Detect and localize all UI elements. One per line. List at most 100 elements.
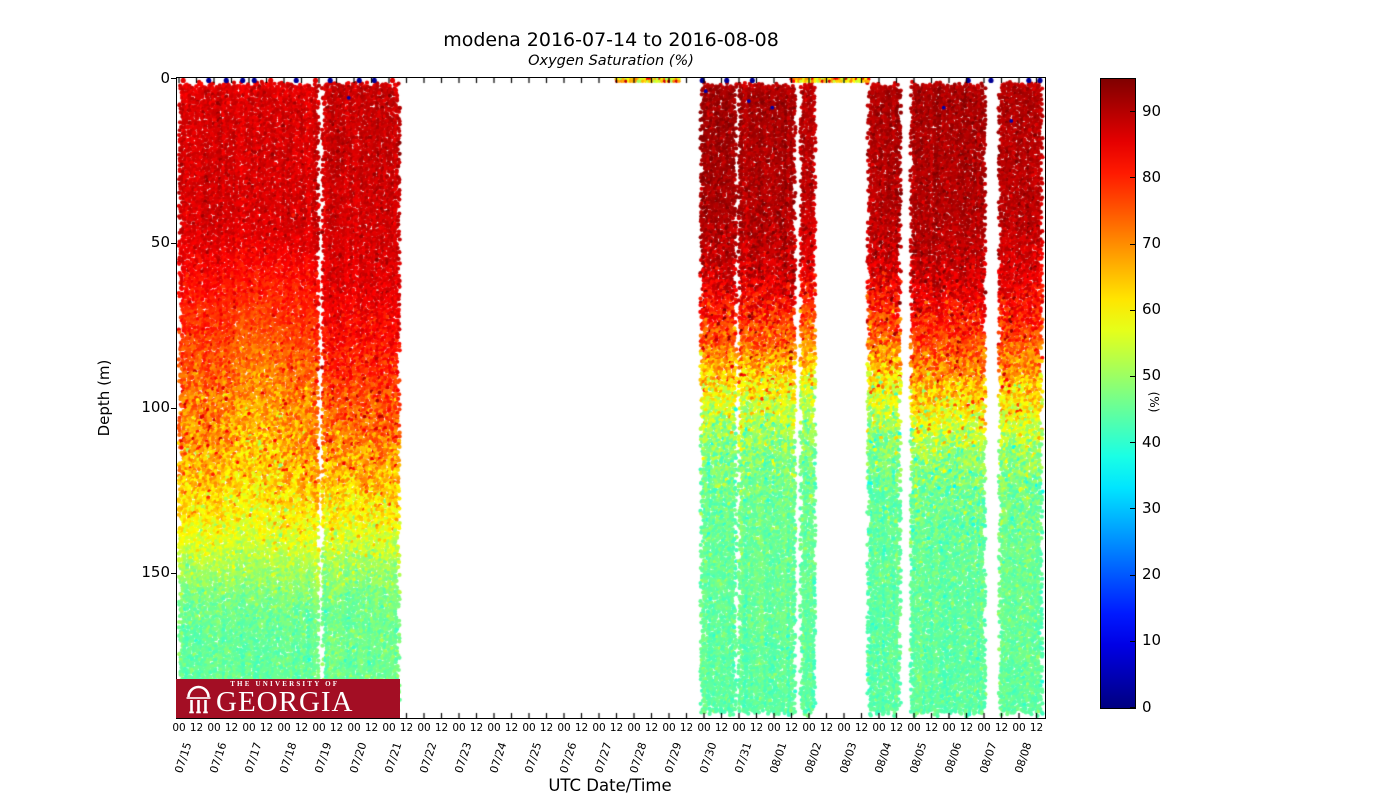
x-subtick-label-07/22-00: 00 bbox=[417, 722, 431, 734]
x-subtick-label-08/05-00: 00 bbox=[907, 722, 921, 734]
x-date-label-07/31: 07/31 bbox=[732, 740, 755, 775]
x-subtick-label-07/17-12: 12 bbox=[259, 722, 274, 734]
colorbar-label: (%) bbox=[1147, 391, 1161, 413]
y-tick-mark-150 bbox=[171, 572, 176, 574]
x-date-label-07/27: 07/27 bbox=[592, 740, 615, 775]
x-date-label-07/22: 07/22 bbox=[417, 740, 440, 775]
x-date-label-08/06: 08/06 bbox=[942, 740, 965, 775]
x-subtick-label-08/04-12: 12 bbox=[889, 722, 904, 734]
x-date-label-08/07: 08/07 bbox=[977, 740, 1000, 775]
colorbar-tick-label-80: 80 bbox=[1142, 167, 1162, 186]
y-tick-mark-50 bbox=[171, 242, 176, 244]
colorbar-tick-mark-20 bbox=[1130, 574, 1135, 576]
page-title: modena 2016-07-14 to 2016-08-08 bbox=[443, 29, 779, 51]
x-subtick-label-07/20-00: 00 bbox=[347, 722, 361, 734]
x-subtick-label-08/01-12: 12 bbox=[784, 722, 799, 734]
colorbar-tick-label-70: 70 bbox=[1142, 234, 1162, 253]
x-subtick-label-08/08-12: 12 bbox=[1029, 722, 1044, 734]
x-subtick-label-08/01-00: 00 bbox=[767, 722, 781, 734]
x-subtick-label-07/19-00: 00 bbox=[312, 722, 326, 734]
x-date-label-07/26: 07/26 bbox=[557, 740, 580, 775]
colorbar-tick-label-90: 90 bbox=[1142, 101, 1162, 120]
x-subtick-label-07/16-00: 00 bbox=[207, 722, 221, 734]
x-date-label-08/05: 08/05 bbox=[907, 740, 930, 775]
colorbar-tick-mark-40 bbox=[1130, 442, 1135, 444]
colorbar-tick-label-50: 50 bbox=[1142, 366, 1162, 385]
x-subtick-label-07/19-12: 12 bbox=[329, 722, 344, 734]
x-subtick-label-07/16-12: 12 bbox=[224, 722, 239, 734]
colorbar-tick-mark-50 bbox=[1130, 375, 1135, 377]
colorbar-tick-mark-70 bbox=[1130, 243, 1135, 245]
uga-logo-line2: GEORGIA bbox=[216, 686, 354, 718]
x-date-label-08/03: 08/03 bbox=[837, 740, 860, 775]
x-subtick-label-07/30-12: 12 bbox=[714, 722, 729, 734]
y-tick-label-100: 100 bbox=[141, 398, 170, 417]
oxygen-section-heatmap bbox=[177, 78, 1045, 718]
x-subtick-label-07/26-00: 00 bbox=[557, 722, 571, 734]
x-date-label-07/21: 07/21 bbox=[382, 740, 405, 775]
colorbar-tick-mark-0 bbox=[1130, 707, 1135, 708]
x-subtick-label-07/17-00: 00 bbox=[242, 722, 256, 734]
x-date-label-08/01: 08/01 bbox=[767, 740, 790, 775]
y-tick-label-50: 50 bbox=[150, 233, 170, 252]
x-subtick-label-08/02-00: 00 bbox=[802, 722, 816, 734]
x-subtick-label-07/27-00: 00 bbox=[592, 722, 606, 734]
x-subtick-label-07/24-00: 00 bbox=[487, 722, 501, 734]
x-subtick-label-07/22-12: 12 bbox=[434, 722, 449, 734]
colorbar-tick-label-0: 0 bbox=[1142, 697, 1152, 716]
x-date-label-08/08: 08/08 bbox=[1012, 740, 1035, 775]
x-subtick-label-08/07-00: 00 bbox=[977, 722, 991, 734]
colorbar-tick-mark-60 bbox=[1130, 309, 1135, 311]
uga-arch-icon bbox=[186, 685, 211, 713]
x-date-label-07/30: 07/30 bbox=[697, 740, 720, 775]
x-date-label-07/19: 07/19 bbox=[312, 740, 335, 775]
x-subtick-label-07/25-12: 12 bbox=[539, 722, 554, 734]
x-subtick-label-07/31-00: 00 bbox=[732, 722, 746, 734]
x-subtick-label-08/08-00: 00 bbox=[1012, 722, 1026, 734]
x-subtick-label-08/06-00: 00 bbox=[942, 722, 956, 734]
y-axis-label: Depth (m) bbox=[95, 359, 113, 437]
y-tick-mark-0 bbox=[171, 78, 176, 79]
x-subtick-label-08/05-12: 12 bbox=[924, 722, 939, 734]
x-subtick-label-08/07-12: 12 bbox=[994, 722, 1009, 734]
x-date-label-07/24: 07/24 bbox=[487, 740, 510, 775]
colorbar-tick-label-10: 10 bbox=[1142, 631, 1162, 650]
colorbar-tick-mark-80 bbox=[1130, 177, 1135, 179]
x-subtick-label-07/31-12: 12 bbox=[749, 722, 764, 734]
y-tick-label-0: 0 bbox=[160, 68, 170, 87]
x-subtick-label-07/26-12: 12 bbox=[574, 722, 589, 734]
x-subtick-label-07/21-12: 12 bbox=[399, 722, 414, 734]
y-tick-mark-100 bbox=[171, 407, 176, 409]
colorbar-tick-label-20: 20 bbox=[1142, 565, 1162, 584]
x-subtick-label-07/15-00: 00 bbox=[172, 722, 186, 734]
colorbar-tick-mark-10 bbox=[1130, 640, 1135, 642]
colorbar-tick-label-40: 40 bbox=[1142, 432, 1162, 451]
x-date-label-07/18: 07/18 bbox=[277, 740, 300, 775]
x-subtick-label-07/23-00: 00 bbox=[452, 722, 466, 734]
university-of-georgia-logo: THE UNIVERSITY OF GEORGIA bbox=[176, 679, 400, 718]
x-date-label-08/04: 08/04 bbox=[872, 740, 895, 775]
x-date-label-07/28: 07/28 bbox=[627, 740, 650, 775]
x-subtick-label-08/02-12: 12 bbox=[819, 722, 834, 734]
x-subtick-label-08/04-00: 00 bbox=[872, 722, 886, 734]
x-subtick-label-07/18-12: 12 bbox=[294, 722, 309, 734]
x-subtick-label-07/20-12: 12 bbox=[364, 722, 379, 734]
x-date-label-07/20: 07/20 bbox=[347, 740, 370, 775]
x-subtick-label-07/18-00: 00 bbox=[277, 722, 291, 734]
colorbar-tick-label-30: 30 bbox=[1142, 498, 1162, 517]
x-date-label-07/29: 07/29 bbox=[662, 740, 685, 775]
x-subtick-label-07/30-00: 00 bbox=[697, 722, 711, 734]
x-date-label-07/16: 07/16 bbox=[207, 740, 230, 775]
x-subtick-label-07/29-12: 12 bbox=[679, 722, 694, 734]
x-subtick-label-07/25-00: 00 bbox=[522, 722, 536, 734]
x-axis-label: UTC Date/Time bbox=[548, 776, 672, 795]
x-subtick-label-07/15-12: 12 bbox=[189, 722, 204, 734]
colorbar-tick-label-60: 60 bbox=[1142, 300, 1162, 319]
x-date-label-07/15: 07/15 bbox=[172, 740, 195, 775]
x-subtick-label-07/24-12: 12 bbox=[504, 722, 519, 734]
colorbar-tick-mark-90 bbox=[1130, 111, 1135, 113]
x-subtick-label-07/21-00: 00 bbox=[382, 722, 396, 734]
x-date-label-07/25: 07/25 bbox=[522, 740, 545, 775]
x-date-label-07/17: 07/17 bbox=[242, 740, 265, 775]
